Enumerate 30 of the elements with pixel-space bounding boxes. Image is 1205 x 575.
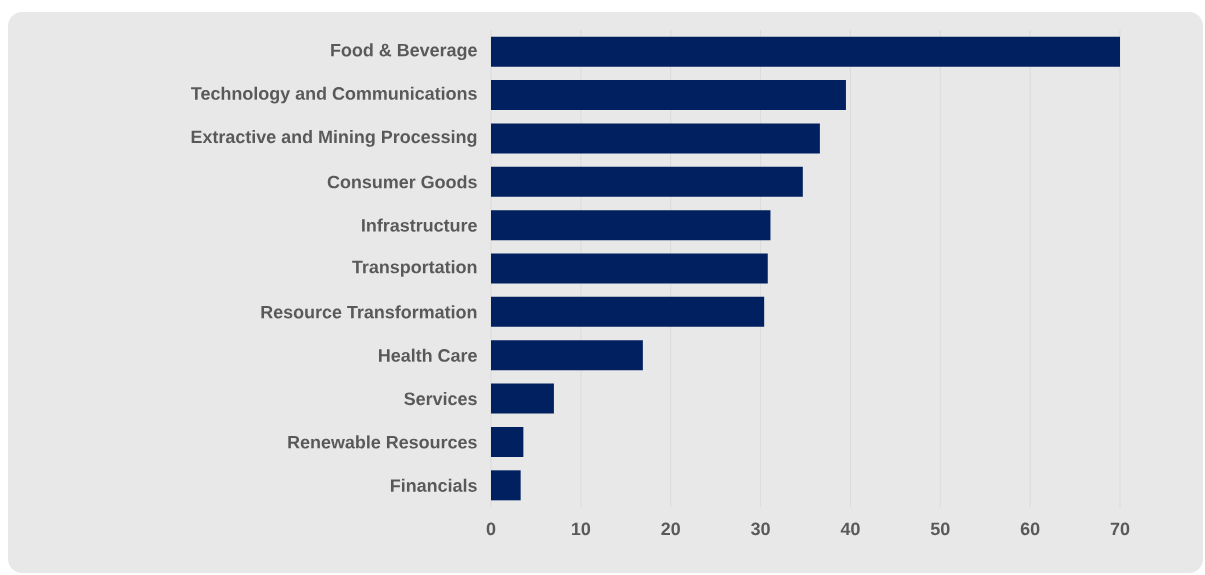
bar bbox=[491, 296, 765, 327]
bar bbox=[491, 166, 803, 197]
y-tick-label: Transportation bbox=[352, 260, 477, 277]
y-tick-label: Extractive and Mining Processing bbox=[191, 130, 477, 147]
x-tick-label: 40 bbox=[840, 522, 860, 536]
bar bbox=[491, 80, 846, 111]
y-tick-label: Resource Transformation bbox=[261, 305, 477, 319]
bar bbox=[491, 253, 768, 284]
y-tick-label: Health Care bbox=[379, 348, 477, 362]
y-tick-label: Consumer Goods bbox=[327, 175, 477, 189]
x-tick-label: 50 bbox=[930, 522, 950, 536]
x-tick-label: 0 bbox=[486, 522, 496, 536]
bar bbox=[491, 123, 820, 154]
y-tick-label: Infrastructure bbox=[362, 218, 477, 232]
x-tick-label: 70 bbox=[1110, 522, 1130, 536]
bar bbox=[491, 383, 554, 414]
y-tick-label: Food & Beverage bbox=[331, 43, 477, 61]
bar bbox=[491, 210, 771, 241]
bar bbox=[491, 426, 524, 457]
bar bbox=[491, 340, 643, 371]
y-tick-label: Services bbox=[404, 392, 477, 406]
x-tick-label: 30 bbox=[751, 522, 770, 536]
x-tick-label: 10 bbox=[572, 522, 591, 536]
bar bbox=[491, 36, 1120, 67]
y-tick-label: Technology and Communications bbox=[191, 86, 477, 104]
bar bbox=[491, 470, 521, 501]
x-tick-label: 20 bbox=[661, 522, 680, 536]
y-tick-label: Renewable Resources bbox=[288, 435, 477, 449]
y-tick-label: Financials bbox=[390, 478, 477, 492]
x-tick-label: 60 bbox=[1020, 522, 1040, 536]
